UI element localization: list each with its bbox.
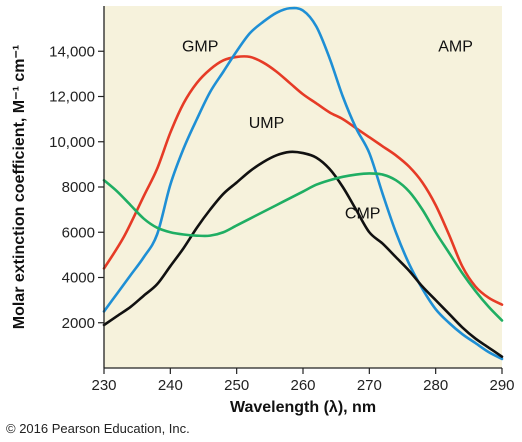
amp-label: AMP [438, 38, 473, 55]
gmp-curve [102, 55, 504, 306]
x-tick-label: 240 [158, 377, 183, 394]
gmp-label: GMP [182, 38, 218, 55]
y-tick-label: 2000 [62, 315, 95, 332]
y-axis-title: Molar extinction coefficient, M⁻¹ cm⁻¹ [11, 45, 28, 329]
copyright-credit: © 2016 Pearson Education, Inc. [6, 421, 190, 436]
y-tick-label: 10,000 [49, 134, 95, 151]
x-tick-label: 280 [423, 377, 448, 394]
plot-area [104, 6, 502, 368]
series-labels-layer: GMP AMP UMP CMP [182, 38, 473, 222]
cmp-curve [102, 172, 504, 322]
uv-absorption-chart: GMP AMP UMP CMP 230 240 250 260 270 280 290 2000 4… [11, 6, 515, 416]
y-tick-label: 8000 [62, 179, 95, 196]
y-tick-label: 12,000 [49, 89, 95, 106]
cmp-label: CMP [345, 206, 381, 223]
ump-curve [102, 150, 504, 358]
x-tick-label: 260 [290, 377, 315, 394]
x-tick-label: 290 [489, 377, 514, 394]
curves-layer [102, 6, 504, 361]
y-tick-label: 6000 [62, 224, 95, 241]
x-tick-label: 270 [357, 377, 382, 394]
x-axis-title: Wavelength (λ), nm [230, 399, 376, 416]
amp-curve [102, 6, 504, 361]
y-ticks-layer: 2000 4000 6000 8000 10,000 12,000 14,000 [49, 43, 104, 332]
ump-label: UMP [249, 115, 285, 132]
y-tick-label: 4000 [62, 270, 95, 287]
x-ticks-layer: 230 240 250 260 270 280 290 [91, 368, 515, 394]
x-tick-label: 230 [91, 377, 116, 394]
x-tick-label: 250 [224, 377, 249, 394]
y-tick-label: 14,000 [49, 43, 95, 60]
